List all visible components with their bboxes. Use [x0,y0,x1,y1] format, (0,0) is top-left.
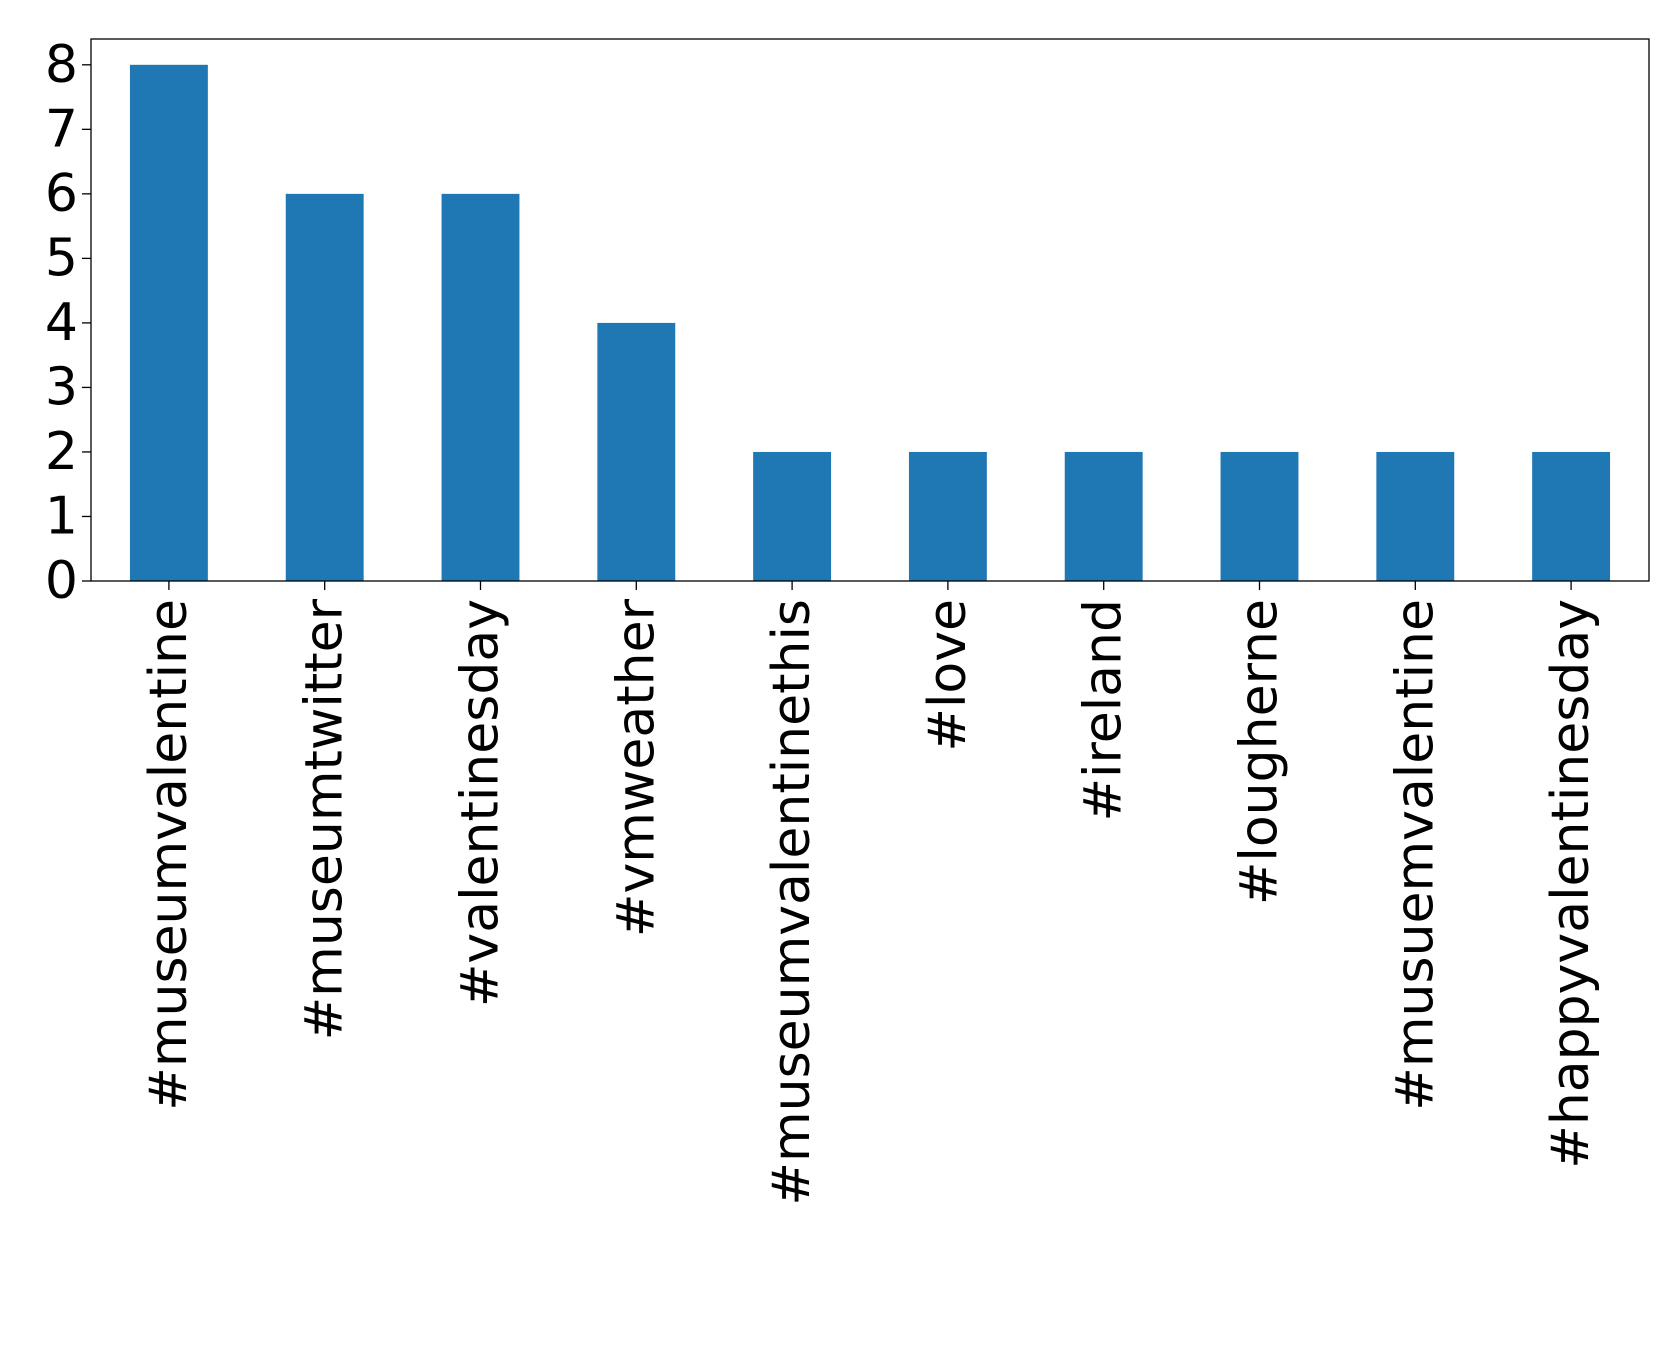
y-tick-label: 3 [45,357,78,417]
bar [441,193,520,581]
x-tick-label: #valentinesday [451,599,511,1007]
x-tick-label: #happyvalentinesday [1541,599,1601,1169]
y-tick-label: 1 [45,486,78,546]
bar [753,451,832,581]
bar [1064,451,1143,581]
x-tick-label: #ireland [1074,599,1134,822]
y-tick-label: 2 [45,422,78,482]
bar [597,322,676,581]
y-tick-label: 5 [45,228,78,288]
bar [1376,451,1455,581]
bar [908,451,987,581]
y-tick-label: 7 [45,99,78,159]
y-tick-label: 8 [45,35,78,95]
bar [129,64,208,582]
x-tick-label: #musuemvalentine [1385,599,1445,1111]
bar [1532,451,1611,581]
x-tick-label: #vmweather [606,598,666,937]
bar [1220,451,1299,581]
x-tick-label: #museumvalentinethis [762,599,822,1206]
y-tick-label: 4 [45,293,78,353]
x-tick-label: #museumvalentine [139,599,199,1111]
x-tick-label: #love [918,599,978,752]
x-axis: #museumvalentine #museumtwitter #valentine… [139,581,1601,1206]
plot-frame [90,38,1650,582]
bars-layer [129,64,1611,582]
y-tick-label: 0 [45,551,78,611]
x-tick-label: #museumtwitter [295,598,355,1040]
x-tick-label: #lougherne [1230,599,1290,905]
bar [285,193,364,581]
y-tick-label: 6 [45,164,78,224]
